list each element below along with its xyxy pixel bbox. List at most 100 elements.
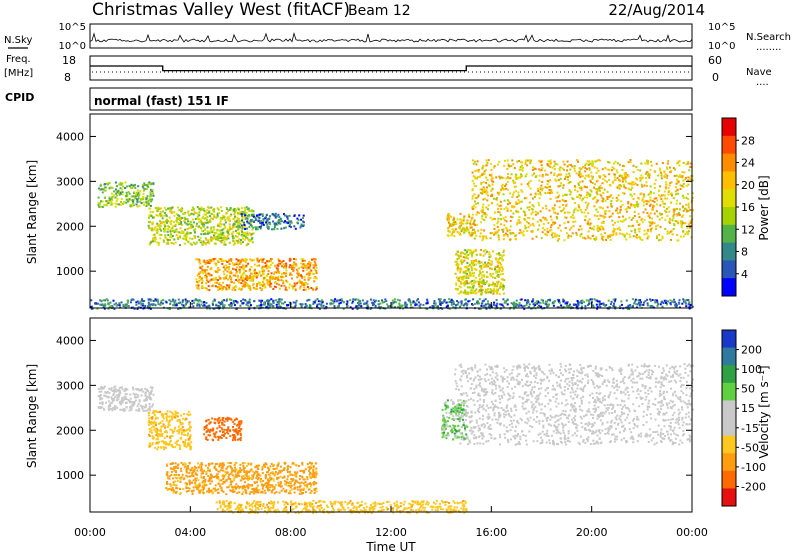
power-cell — [467, 293, 470, 295]
power-cell — [545, 204, 547, 207]
power-cell — [142, 303, 145, 306]
power-cell — [417, 298, 419, 301]
power-cell — [556, 216, 559, 219]
power-cell — [210, 239, 213, 242]
power-cell — [229, 275, 232, 278]
power-cell — [204, 221, 207, 224]
power-cell — [680, 224, 683, 227]
power-cell — [607, 161, 610, 163]
power-cell — [653, 197, 656, 200]
power-cell — [585, 162, 588, 165]
power-cell — [532, 222, 534, 225]
power-cell — [586, 160, 589, 163]
power-cell — [254, 216, 257, 219]
power-cell — [682, 182, 685, 185]
power-cell — [242, 298, 245, 301]
power-cell — [477, 283, 480, 285]
power-cell — [223, 306, 226, 309]
power-cell — [568, 228, 571, 231]
velocity-cell — [109, 403, 111, 406]
power-cell — [505, 232, 507, 235]
power-cell — [279, 218, 282, 220]
power-cell — [546, 179, 549, 182]
power-cell — [470, 255, 473, 258]
power-cell — [562, 300, 565, 303]
power-cell — [129, 205, 132, 208]
velocity-cell — [100, 390, 103, 393]
power-cell — [502, 298, 505, 301]
power-cell — [454, 306, 457, 309]
power-cell — [479, 174, 482, 177]
power-cell — [135, 198, 138, 201]
velocity-cell — [148, 433, 151, 436]
power-cell — [596, 199, 599, 202]
power-cell — [679, 235, 682, 238]
power-cell — [214, 262, 217, 265]
velocity-cell — [144, 394, 147, 397]
power-cell — [246, 214, 249, 217]
power-cell — [182, 212, 185, 215]
power-cell — [531, 231, 534, 233]
velocity-cell — [113, 406, 116, 409]
power-cell — [208, 231, 211, 234]
power-cell — [162, 210, 164, 213]
velocity-cell — [160, 440, 163, 443]
power-cell — [656, 305, 659, 307]
power-cell — [126, 299, 129, 302]
power-cell — [249, 209, 252, 212]
power-cell — [472, 204, 475, 207]
power-cell — [185, 239, 188, 241]
power-cell — [333, 300, 336, 303]
power-cell — [481, 291, 483, 294]
power-cell — [469, 249, 472, 252]
power-cell — [685, 184, 688, 187]
power-cell — [467, 274, 470, 277]
power-cell — [539, 219, 542, 222]
power-cell — [339, 298, 342, 301]
power-cell — [608, 195, 611, 198]
power-cell — [625, 299, 628, 302]
power-cell — [220, 210, 223, 212]
power-cell — [483, 304, 486, 307]
power-cell — [101, 191, 104, 194]
power-cell — [466, 228, 469, 231]
power-cell — [502, 193, 505, 196]
power-cell — [298, 287, 301, 290]
power-cell — [610, 205, 613, 208]
velocity-cell — [100, 397, 103, 400]
power-cell — [123, 201, 125, 204]
power-cell — [160, 301, 163, 304]
power-cell — [204, 270, 207, 273]
power-cell — [393, 298, 396, 301]
power-cell — [596, 307, 599, 310]
power-cell — [656, 215, 659, 218]
velocity-cell — [147, 396, 150, 399]
power-cell — [197, 281, 200, 284]
power-cell — [404, 301, 407, 304]
power-cell — [183, 220, 186, 222]
power-cell — [148, 203, 150, 206]
power-cell — [677, 180, 680, 183]
power-cell — [175, 219, 178, 222]
power-cell — [516, 223, 519, 226]
power-cell — [238, 271, 241, 274]
power-cell — [472, 291, 475, 294]
power-cell — [265, 274, 268, 277]
power-cell — [158, 233, 161, 236]
power-cell — [480, 287, 483, 290]
power-cell — [257, 226, 260, 229]
power-cell — [682, 209, 685, 212]
power-cell — [244, 278, 247, 281]
power-cell — [576, 190, 579, 193]
power-cell — [606, 180, 608, 183]
power-cell — [486, 179, 489, 182]
power-cell — [524, 214, 527, 217]
power-cell — [563, 211, 566, 214]
power-cell — [305, 268, 308, 271]
power-cell — [615, 196, 618, 199]
power-cell — [527, 222, 530, 225]
power-cell — [481, 215, 484, 218]
power-cell — [186, 223, 189, 226]
power-cell — [202, 272, 205, 275]
power-cell — [408, 299, 411, 302]
